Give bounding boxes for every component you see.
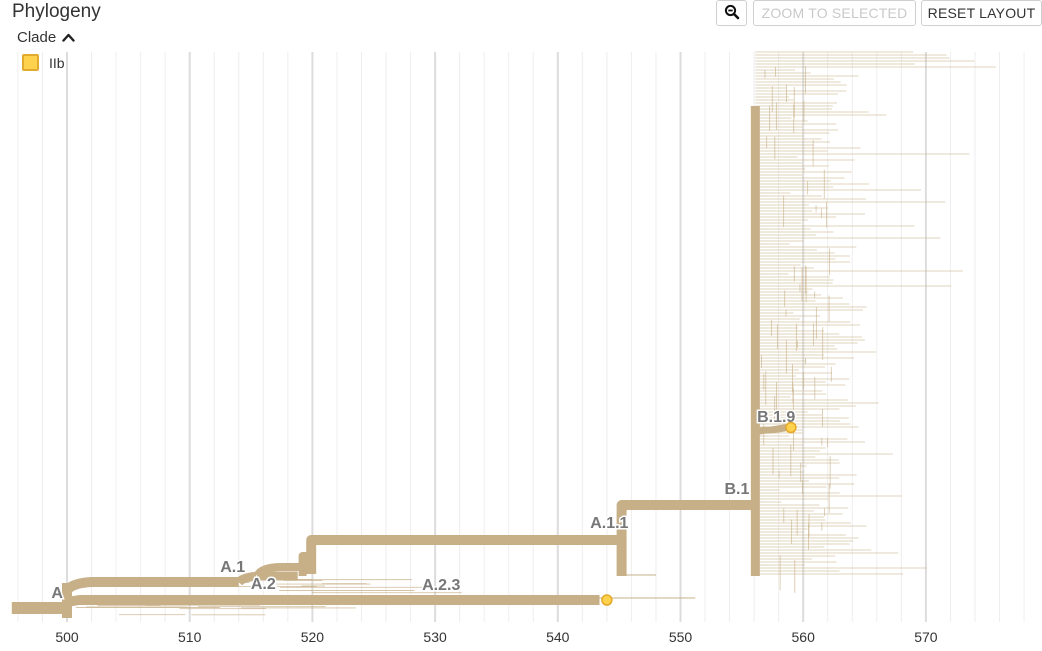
x-tick-label: 520 bbox=[301, 629, 325, 645]
clade-label: A.1 bbox=[220, 559, 245, 576]
x-tick-label: 540 bbox=[546, 629, 570, 645]
backbone-branches bbox=[11, 106, 788, 618]
clade-label: A.2.3 bbox=[422, 577, 460, 594]
x-tick-label: 530 bbox=[423, 629, 447, 645]
backbone-branch bbox=[616, 500, 756, 576]
chevron-up-icon bbox=[62, 33, 75, 42]
x-tick-label: 510 bbox=[178, 629, 202, 645]
backbone-branch bbox=[235, 571, 298, 586]
reset-layout-button[interactable]: RESET LAYOUT bbox=[921, 0, 1042, 26]
zoom-to-selected-button[interactable]: ZOOM TO SELECTED bbox=[753, 0, 916, 26]
legend-label-iib[interactable]: IIb bbox=[49, 54, 65, 71]
clade-label: B.1 bbox=[724, 481, 749, 498]
x-tick-label: 570 bbox=[914, 629, 938, 645]
clade-label: A.1.1 bbox=[590, 515, 628, 532]
tip-node-iib bbox=[601, 594, 613, 606]
magnifier-minus-icon bbox=[724, 4, 740, 23]
x-tick-label: 560 bbox=[792, 629, 816, 645]
highlighted-tips bbox=[601, 421, 797, 606]
legend-swatch-iib[interactable] bbox=[22, 54, 39, 71]
clade-label: B.1.9 bbox=[757, 409, 795, 426]
x-tick-label: 550 bbox=[669, 629, 693, 645]
backbone-branch bbox=[253, 563, 306, 578]
x-tick-label: 500 bbox=[55, 629, 79, 645]
x-axis: 500 510 520 530 540 550 560 570 bbox=[55, 629, 937, 645]
clade-labels: A A.1 A.2 A.2.3 A.1.1 B.1 B.1.9 bbox=[50, 408, 797, 604]
thin-branches bbox=[76, 51, 996, 616]
backbone-branch bbox=[306, 535, 622, 574]
zoom-out-button[interactable] bbox=[716, 0, 747, 26]
panel-title: Phylogeny bbox=[12, 1, 101, 22]
clade-label: A.2 bbox=[251, 576, 276, 593]
tip-node-iib bbox=[785, 421, 797, 434]
clade-legend: IIb bbox=[22, 54, 65, 71]
clade-label: A bbox=[51, 585, 63, 602]
clade-toggle-label: Clade bbox=[17, 29, 57, 46]
backbone-branch bbox=[63, 577, 239, 594]
backbone-branch bbox=[66, 595, 600, 607]
clade-legend-toggle[interactable]: Clade bbox=[17, 29, 75, 46]
backbone-branch bbox=[754, 424, 788, 436]
